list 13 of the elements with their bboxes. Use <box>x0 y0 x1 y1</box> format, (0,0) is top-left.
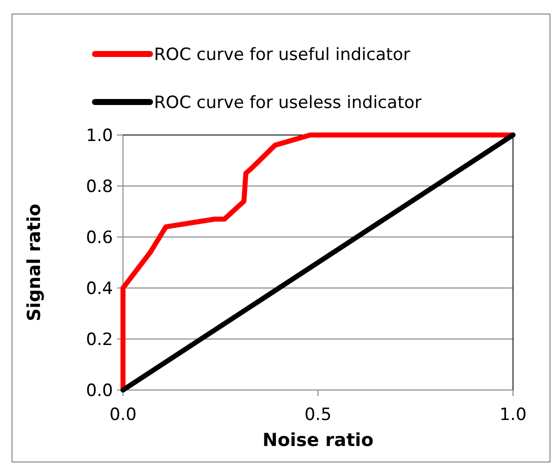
y-tick-label: 0.8 <box>86 176 113 197</box>
y-tick-label: 0.2 <box>86 330 113 350</box>
y-tick-label: 0.4 <box>86 278 113 299</box>
x-tick-label: 1.0 <box>499 405 527 425</box>
legend-label: ROC curve for useless indicator <box>154 92 422 113</box>
x-tick-label: 0.0 <box>109 405 137 425</box>
y-axis-title: Signal ratio <box>24 204 45 322</box>
y-tick-label: 0.0 <box>86 380 113 401</box>
x-tick-label: 0.5 <box>304 405 332 425</box>
y-tick-label: 0.6 <box>86 228 113 248</box>
x-axis-title: Noise ratio <box>262 430 374 451</box>
legend-label: ROC curve for useful indicator <box>154 44 410 65</box>
y-tick-label: 1.0 <box>86 126 113 146</box>
